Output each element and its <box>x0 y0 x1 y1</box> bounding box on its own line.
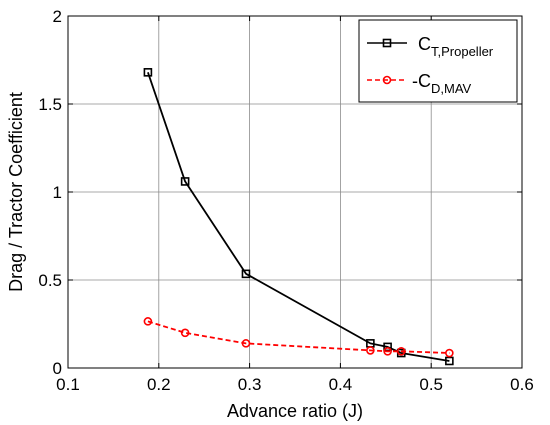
series-1-point <box>383 346 392 356</box>
series-0-point <box>383 342 392 352</box>
series-1-line <box>147 320 450 354</box>
legend-label-1-subscript: D,MAV <box>431 81 472 96</box>
legend-entry-1: -CD,MAV <box>367 71 472 96</box>
series-0-point <box>445 356 454 366</box>
legend-entry-0: CT,Propeller <box>367 34 494 59</box>
y-tick-label: 1.5 <box>38 95 62 114</box>
series-1-point <box>396 346 406 356</box>
legend: CT,Propeller -CD,MAV <box>358 19 518 103</box>
x-tick-label: 0.1 <box>56 375 80 394</box>
y-tick-label: 2 <box>53 7 62 26</box>
y-tick-label: 0 <box>53 359 62 378</box>
x-tick-label: 0.4 <box>329 375 353 394</box>
y-tick-labels: 0 0.5 1 1.5 2 <box>38 7 62 378</box>
series-1-point <box>143 317 153 326</box>
x-tick-label: 0.2 <box>147 375 171 394</box>
x-tick-label: 0.3 <box>238 375 262 394</box>
x-axis-label: Advance ratio (J) <box>227 401 363 421</box>
y-tick-label: 0.5 <box>38 271 62 290</box>
series-layer <box>143 68 454 366</box>
legend-label-0-main: C <box>418 34 431 54</box>
legend-circle-marker <box>382 75 392 85</box>
series-1-point <box>180 328 190 338</box>
legend-label-1: -CD,MAV <box>412 71 472 96</box>
legend-label-1-main: -C <box>412 71 431 91</box>
series-1-point <box>241 339 251 348</box>
y-tick-label: 1 <box>53 183 62 202</box>
x-tick-label: 0.5 <box>419 375 443 394</box>
y-axis-label: Drag / Tractor Coefficient <box>6 92 26 292</box>
series-1-point <box>366 346 375 355</box>
series-0-point <box>180 177 190 186</box>
legend-box <box>358 19 518 103</box>
x-tick-labels: 0.1 0.2 0.3 0.4 0.5 0.6 <box>56 375 534 394</box>
axis-ticks <box>67 15 523 369</box>
legend-square-marker <box>382 38 392 48</box>
series-1-point <box>445 348 454 358</box>
legend-label-0: CT,Propeller <box>418 34 494 59</box>
legend-label-0-subscript: T,Propeller <box>431 44 494 59</box>
series-0-point <box>143 68 153 77</box>
x-tick-label: 0.6 <box>510 375 534 394</box>
series-0-line <box>147 72 450 362</box>
series-0-point <box>241 269 251 279</box>
